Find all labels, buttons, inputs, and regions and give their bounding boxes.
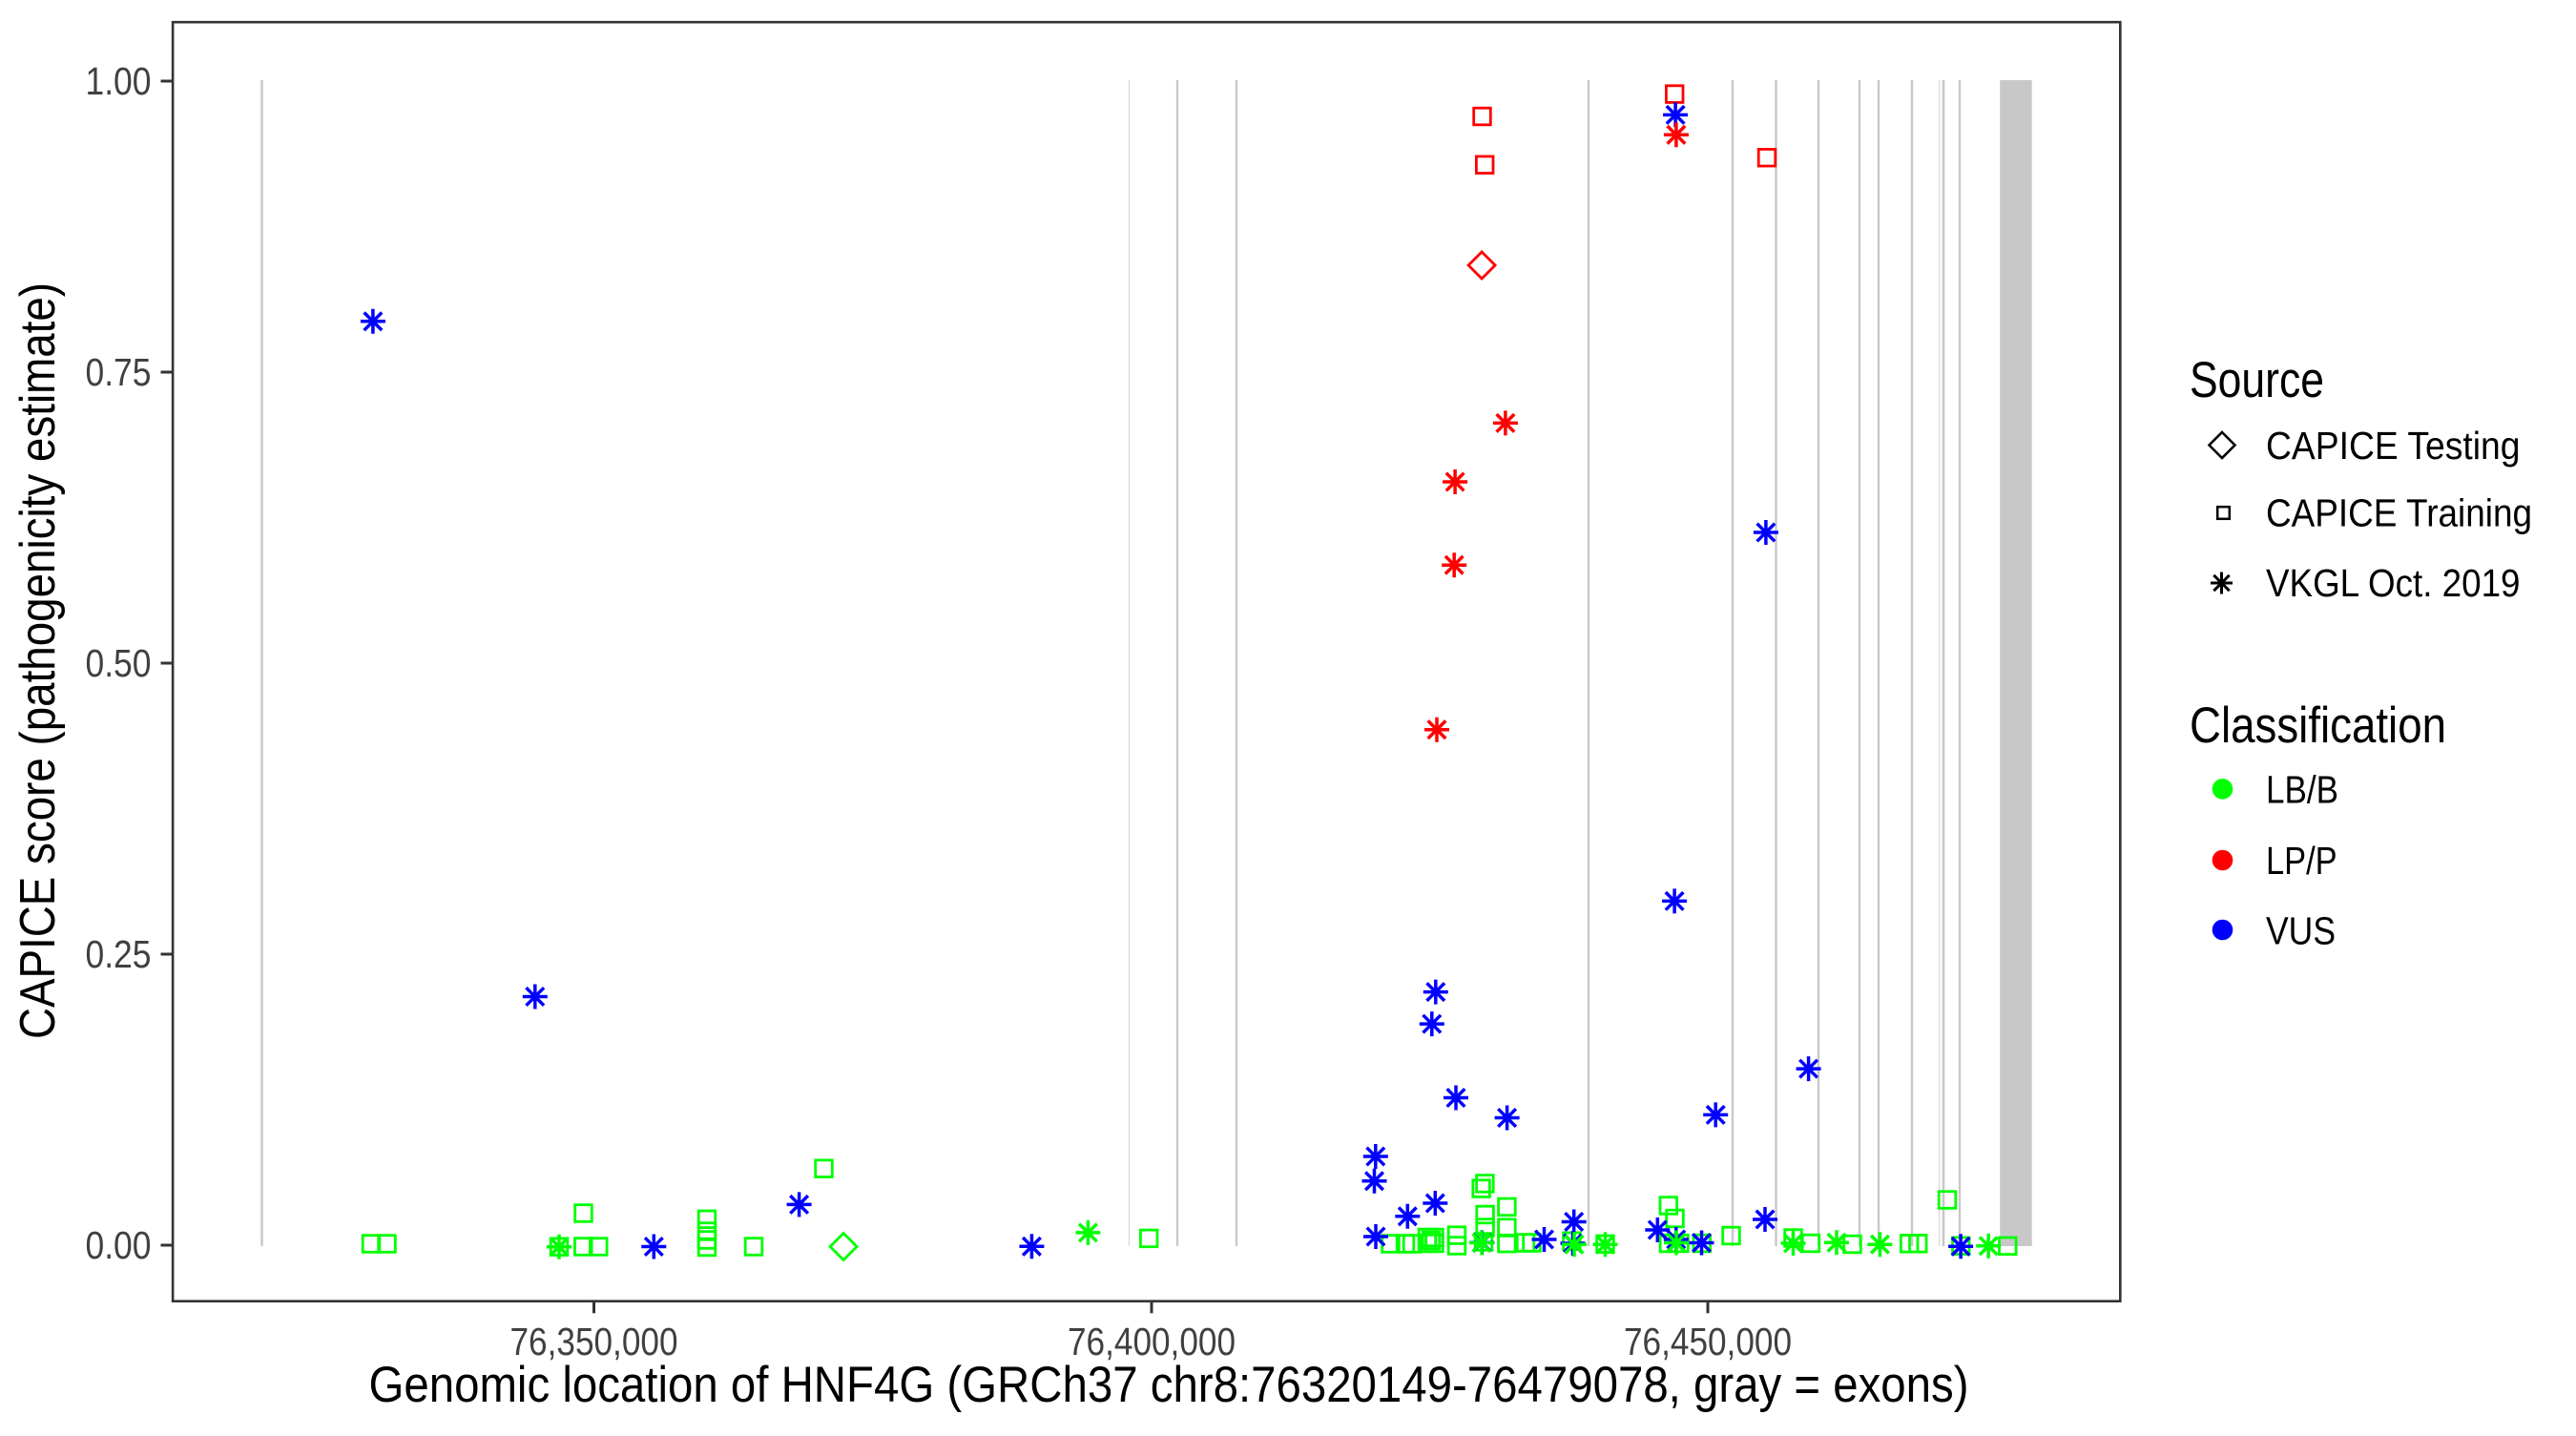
svg-text:0.00: 0.00 xyxy=(86,1223,152,1267)
svg-text:CAPICE score (pathogenicity es: CAPICE score (pathogenicity estimate) xyxy=(10,282,66,1039)
svg-text:0.75: 0.75 xyxy=(86,350,152,394)
svg-text:0.50: 0.50 xyxy=(86,641,152,685)
svg-text:Classification: Classification xyxy=(2190,697,2446,754)
svg-text:CAPICE Testing: CAPICE Testing xyxy=(2266,424,2521,468)
svg-text:Source: Source xyxy=(2190,352,2324,408)
svg-text:76,400,000: 76,400,000 xyxy=(1068,1320,1236,1363)
svg-text:LP/P: LP/P xyxy=(2266,839,2337,883)
svg-text:0.25: 0.25 xyxy=(86,932,152,976)
svg-text:CAPICE Training: CAPICE Training xyxy=(2266,491,2532,535)
svg-text:VKGL Oct. 2019: VKGL Oct. 2019 xyxy=(2266,561,2521,605)
svg-text:76,450,000: 76,450,000 xyxy=(1624,1320,1792,1363)
svg-text:1.00: 1.00 xyxy=(86,59,152,103)
svg-text:VUS: VUS xyxy=(2266,909,2336,953)
svg-text:76,350,000: 76,350,000 xyxy=(510,1320,678,1363)
svg-text:Genomic location of HNF4G (GRC: Genomic location of HNF4G (GRCh37 chr8:7… xyxy=(369,1357,1969,1413)
svg-text:LB/B: LB/B xyxy=(2266,768,2338,812)
